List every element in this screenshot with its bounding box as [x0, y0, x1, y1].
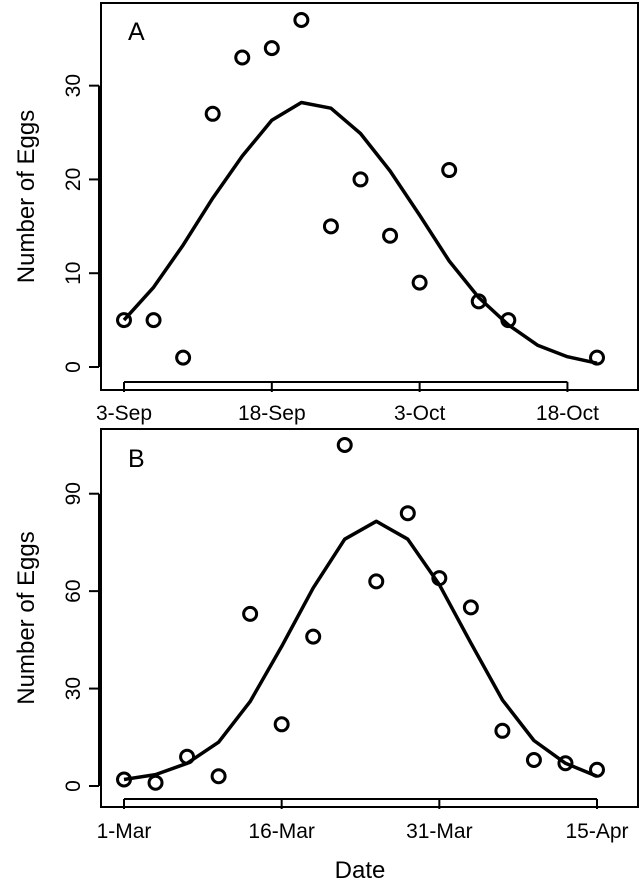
data-point: [305, 628, 322, 645]
y-tick-label: 90: [62, 482, 85, 505]
data-point: [147, 774, 164, 791]
data-point: [525, 752, 542, 769]
y-axis-title: Number of Eggs: [13, 110, 40, 283]
data-point: [411, 274, 428, 291]
data-point: [557, 755, 574, 772]
data-point: [462, 599, 479, 616]
x-tick-label: 18-Oct: [536, 402, 599, 425]
data-point: [500, 312, 517, 329]
plot-frame: [100, 2, 639, 391]
data-point: [116, 771, 132, 788]
x-tick-label: 15-Apr: [565, 820, 628, 843]
y-tick-label: 30: [62, 74, 85, 97]
x-tick-label: 31-Mar: [406, 820, 473, 843]
data-point: [589, 349, 605, 366]
data-point: [145, 312, 162, 329]
panel-label: B: [128, 445, 145, 473]
y-tick-label: 0: [62, 780, 85, 792]
data-point: [431, 570, 448, 587]
x-axis-title: Date: [335, 857, 386, 884]
y-tick-label: 20: [62, 168, 85, 191]
data-point: [210, 768, 227, 785]
data-point: [352, 171, 369, 188]
y-tick-label: 30: [62, 677, 85, 700]
fitted-curve: [122, 100, 598, 365]
data-point: [470, 293, 487, 310]
fitted-curve: [123, 519, 598, 782]
x-tick-label: 16-Mar: [248, 820, 315, 843]
data-point: [399, 505, 416, 522]
y-tick-label: 0: [62, 361, 85, 373]
data-point: [179, 748, 196, 765]
data-point: [234, 49, 251, 66]
x-tick-label: 3-Sep: [96, 402, 152, 425]
y-tick-label: 10: [62, 262, 85, 285]
data-point: [382, 227, 399, 244]
data-point: [263, 40, 280, 57]
y-tick-label: 60: [62, 579, 85, 602]
data-point: [293, 12, 310, 28]
x-tick-label: 3-Oct: [394, 402, 446, 425]
data-point: [242, 605, 259, 622]
data-point: [494, 722, 511, 739]
x-tick-label: 18-Sep: [238, 402, 306, 425]
panel-label: A: [128, 18, 145, 46]
y-axis-title: Number of Eggs: [13, 531, 40, 704]
data-point: [116, 312, 132, 329]
data-point: [175, 349, 192, 366]
data-point: [441, 162, 458, 179]
data-point: [273, 716, 290, 733]
plot-frame: [100, 428, 639, 808]
data-point: [204, 105, 221, 122]
data-point: [336, 437, 353, 453]
data-point: [589, 761, 605, 778]
panel-b: B 1-Mar 16-Mar 31-Mar 15-Apr 0 30 60 90 Number of…: [13, 428, 639, 843]
x-tick-label: 1-Mar: [97, 820, 152, 843]
data-point: [368, 573, 385, 590]
data-point: [322, 218, 339, 235]
panel-a: A 3-Sep 18-Sep 3-Oct 18-Oct 0 10 20 30 Number of …: [13, 2, 639, 425]
